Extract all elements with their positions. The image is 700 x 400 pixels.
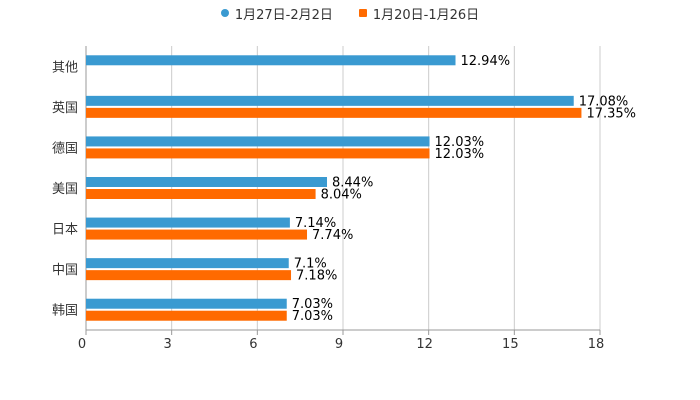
legend-item-series-1[interactable]: 1月27日-2月2日 [220, 4, 333, 23]
x-tick-label-6: 6 [249, 337, 257, 352]
legend-swatch-series-1 [220, 9, 229, 17]
legend-swatch-series-2 [358, 9, 367, 17]
data-label-series-1-5: 7.1% [294, 257, 327, 272]
data-label-series-2-5: 7.18% [296, 269, 337, 284]
bar-series-2-5 [86, 270, 292, 281]
x-tick-label-12: 12 [416, 337, 433, 352]
legend: 1月27日-2月2日 1月20日-1月26日 [0, 4, 700, 23]
bar-series-1-2 [86, 136, 430, 147]
bar-series-2-6 [86, 310, 287, 321]
data-label-series-2-3: 8.04% [321, 188, 362, 203]
bar-series-1-0 [86, 55, 456, 66]
bar-series-2-2 [86, 148, 430, 159]
data-label-series-2-6: 7.03% [292, 309, 333, 324]
bar-series-2-3 [86, 189, 316, 199]
data-label-series-1-6: 7.03% [292, 297, 333, 312]
bar-series-1-6 [86, 298, 287, 309]
x-tick-label-18: 18 [588, 337, 605, 352]
data-label-series-1-3: 8.44% [332, 176, 373, 191]
category-label-0: 其他 [52, 60, 78, 75]
x-tick-label-9: 9 [335, 337, 343, 352]
category-label-6: 韩国 [52, 304, 78, 319]
legend-label-series-2: 1月20日-1月26日 [372, 7, 480, 23]
data-label-series-1-1: 17.08% [579, 94, 629, 109]
data-label-series-2-1: 17.35% [586, 106, 636, 121]
category-label-4: 日本 [52, 223, 78, 238]
category-label-3: 美国 [52, 182, 78, 197]
bar-series-1-4 [86, 217, 290, 228]
legend-item-series-2[interactable]: 1月20日-1月26日 [358, 4, 480, 23]
legend-label-series-1: 1月27日-2月2日 [234, 7, 333, 23]
data-label-series-2-4: 7.74% [312, 228, 353, 243]
bar-series-2-1 [86, 107, 582, 118]
x-tick-label-0: 0 [78, 337, 86, 352]
x-tick-label-15: 15 [502, 337, 519, 352]
bar-series-1-1 [86, 95, 574, 106]
bar-series-2-4 [86, 229, 308, 240]
data-label-series-1-0: 12.94% [461, 54, 511, 69]
category-label-1: 英国 [52, 101, 78, 116]
category-label-2: 德国 [52, 141, 78, 156]
x-tick-label-3: 3 [164, 337, 172, 352]
data-label-series-2-2: 12.03% [435, 147, 485, 162]
bar-series-1-5 [86, 258, 289, 269]
bar-series-1-3 [86, 177, 328, 187]
data-label-series-1-4: 7.14% [295, 216, 336, 231]
category-label-5: 中国 [52, 263, 78, 278]
data-label-series-1-2: 12.03% [435, 135, 485, 150]
